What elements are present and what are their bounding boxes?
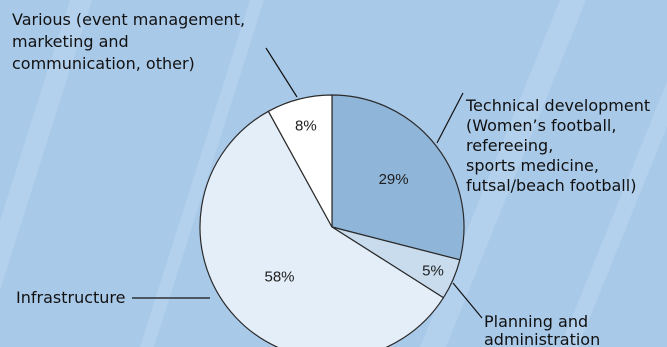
percent-label-technical-development: 29% [379,171,409,188]
category-labels: Technical development (Women’s football, r… [12,10,650,347]
label-line: (Women’s football, [466,116,616,135]
background-stripe [560,81,667,347]
category-label-infrastructure: Infrastructure [16,288,125,307]
leader-lines [132,47,483,319]
leader-line-various [265,47,298,98]
label-line: marketing and [12,32,129,51]
label-line: administration [484,330,600,347]
percent-label-infrastructure: 58% [264,268,294,285]
label-line: futsal/beach football) [466,176,636,195]
label-line: Various (event management, [12,10,245,29]
percent-label-various: 8% [295,117,317,134]
pie-slices [199,94,465,347]
background-stripe [140,0,264,347]
category-label-various: Various (event management, marketing and c… [12,10,245,73]
label-line: refereeing, [466,136,553,155]
label-line: Infrastructure [16,288,125,307]
pie-slice-technical-development [331,94,465,261]
leader-line-planning-administration [452,282,483,319]
label-line: communication, other) [12,54,195,73]
percent-label-planning-administration: 5% [422,263,444,280]
category-label-technical-development: Technical development (Women’s football, r… [465,96,650,195]
label-line: Planning and [484,312,588,331]
percent-labels: 29% 5% 58% 8% [264,117,443,285]
pie-slice-infrastructure [199,110,445,347]
background-stripe [0,0,92,291]
label-line: Technical development [465,96,650,115]
label-line: sports medicine, [466,156,599,175]
background-stripe [420,0,586,347]
pie-slice-various [267,94,333,228]
leader-line-technical-development [436,92,464,144]
category-label-planning-administration: Planning and administration [484,312,600,347]
